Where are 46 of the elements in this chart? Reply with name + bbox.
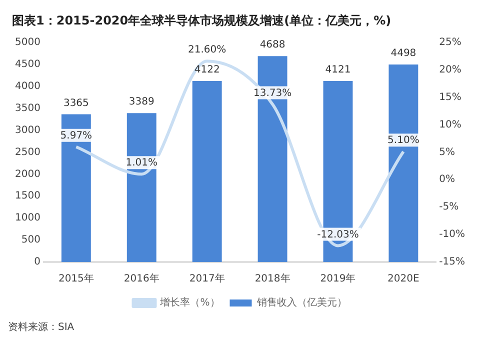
data-label: 1.01% [126, 158, 158, 169]
y2-tick-label: 0% [439, 174, 456, 186]
data-label: 4122 [194, 64, 220, 76]
x-tick-label: 2019年 [320, 272, 356, 285]
x-tick-label: 2015年 [58, 272, 94, 285]
data-label: 21.60% [188, 44, 226, 56]
bar [126, 113, 156, 262]
bar [61, 114, 91, 262]
y2-tick-label: 10% [439, 119, 462, 130]
y-tick-label: 4000 [14, 80, 40, 92]
data-label: -12.03% [317, 229, 359, 240]
y-tick-label: 1000 [14, 212, 40, 224]
y-tick-label: 2000 [14, 168, 40, 180]
y-tick-label: 4500 [14, 58, 40, 70]
legend-label: 销售收入（亿美元） [256, 296, 347, 309]
bar [192, 80, 222, 262]
x-tick-label: 2018年 [254, 272, 290, 285]
data-label: 4498 [390, 48, 416, 60]
y-tick-label: 2500 [14, 146, 40, 158]
x-tick-label: 2020E [388, 274, 420, 285]
y-tick-label: 0 [34, 256, 40, 268]
y-tick-label: 3500 [14, 102, 40, 114]
y2-tick-label: 5% [439, 146, 456, 158]
y-tick-label: 3000 [14, 124, 40, 136]
y-tick-label: 5000 [14, 36, 40, 48]
y2-tick-label: 25% [439, 36, 462, 48]
data-label: 3389 [128, 96, 154, 108]
chart-title: 图表1：2015-2020年全球半导体市场规模及增速(单位：亿美元，%) [12, 13, 392, 28]
bar [388, 64, 418, 262]
y-tick-label: 500 [21, 234, 40, 246]
data-label: 5.97% [60, 130, 92, 142]
text: 资料来源：SIA [8, 320, 76, 334]
x-tick-label: 2017年 [189, 272, 225, 285]
x-tick-label: 2016年 [124, 272, 160, 285]
legend-label: 增长率（%） [159, 296, 220, 309]
y-tick-label: 1500 [14, 190, 40, 202]
data-label: 4121 [325, 64, 351, 76]
y2-tick-label: -5% [439, 202, 459, 213]
data-label: 5.10% [388, 135, 420, 146]
y2-tick-label: 15% [439, 92, 462, 103]
y2-tick-label: -15% [439, 256, 466, 268]
data-label: 3365 [63, 98, 89, 109]
y2-tick-label: -10% [439, 229, 466, 240]
data-label: 4688 [260, 40, 286, 51]
y2-tick-label: 20% [439, 64, 462, 76]
data-label: 13.73% [253, 88, 292, 99]
